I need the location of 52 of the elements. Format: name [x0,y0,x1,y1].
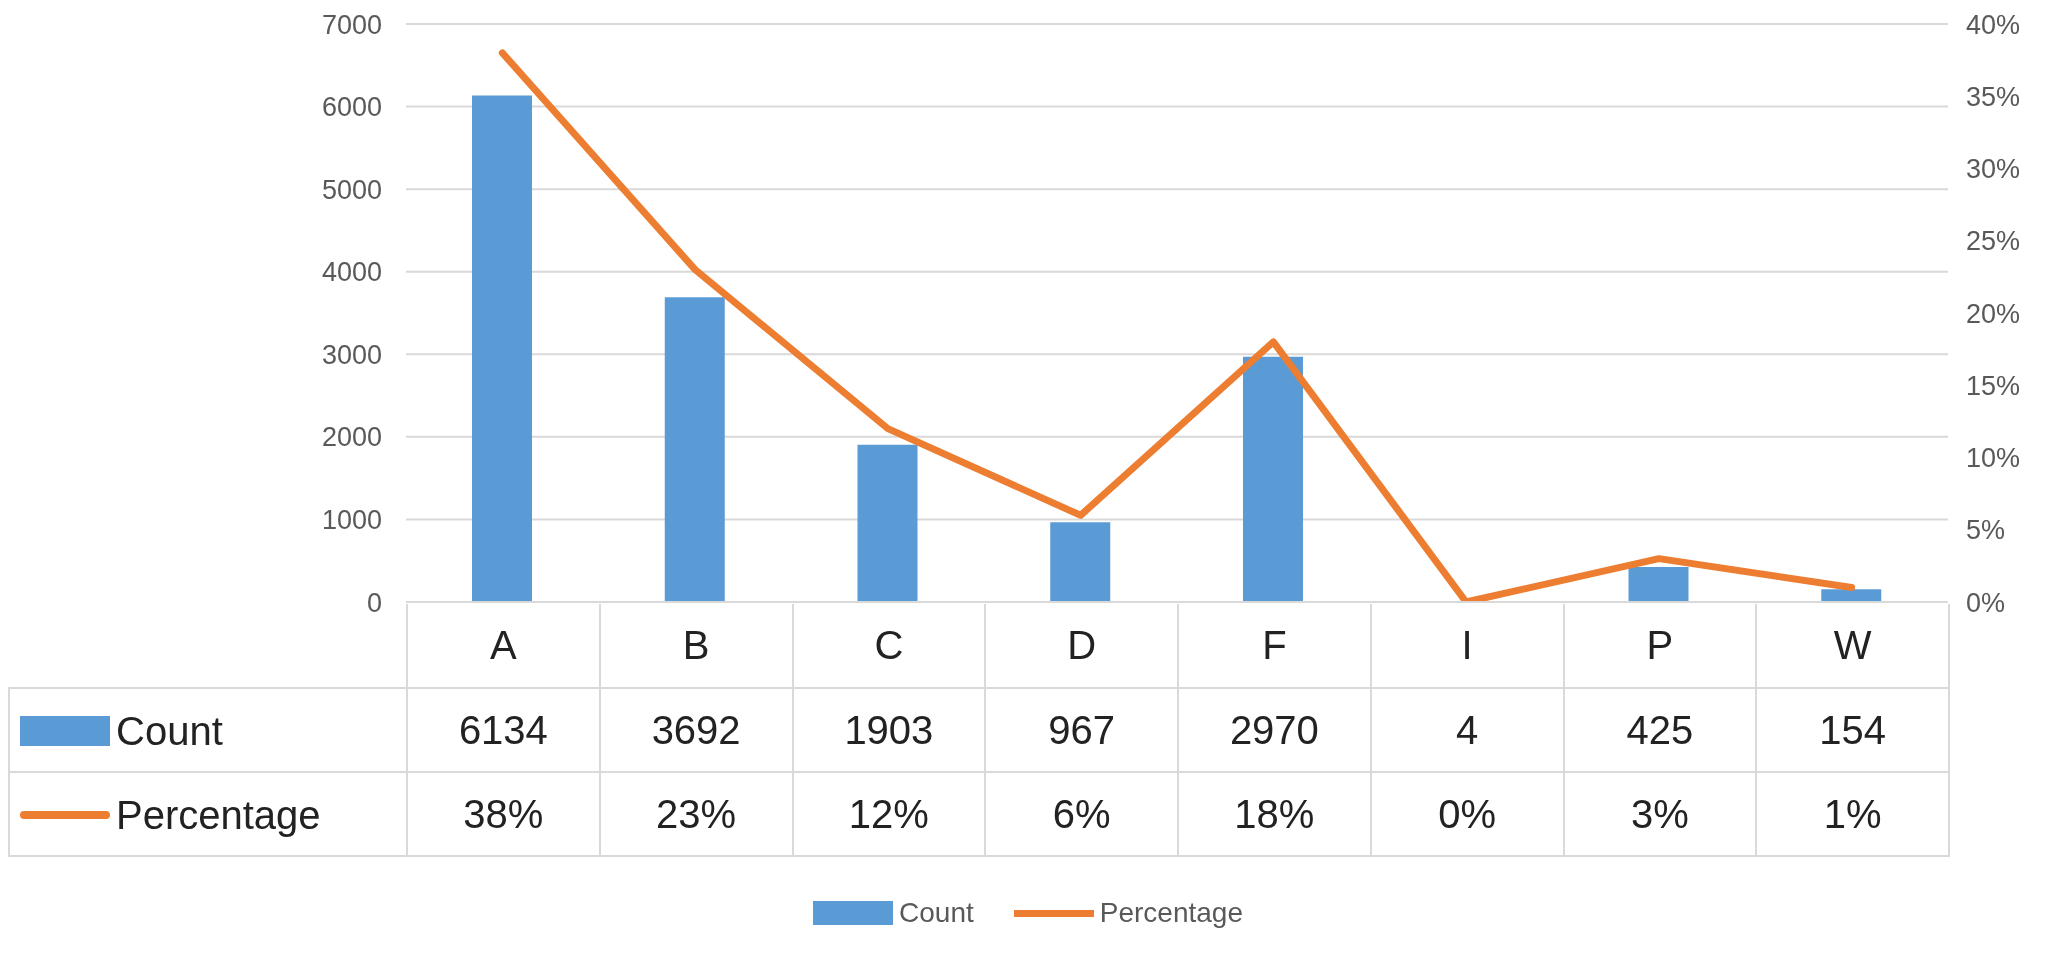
data-label: 18% [1178,772,1371,856]
x-tick-label: W [1756,604,1949,688]
data-label: 425 [1563,688,1757,772]
y-tick-label: 1000 [321,505,382,536]
data-label: 967 [985,688,1178,772]
y-tick-label: 3000 [321,339,382,370]
data-label: 4 [1370,688,1564,772]
data-label: 3% [1563,772,1757,856]
y2-tick-label: 25% [1966,226,2021,257]
y-tick-label: 5000 [321,174,382,205]
data-label: 38% [407,772,600,856]
data-label: 6% [985,772,1178,856]
bar [664,297,725,602]
x-tick-label: C [792,604,986,688]
y2-tick-label: 5% [1966,515,2006,546]
bar [1243,356,1303,602]
x-tick-label: A [407,604,600,688]
y2-tick-label: 35% [1966,81,2021,112]
x-tick-label: D [985,604,1178,688]
x-tick-label: I [1370,604,1564,688]
y2-tick-label: 10% [1966,443,2021,474]
bar [857,444,918,602]
bar [1821,589,1882,602]
data-label: 12% [792,772,986,856]
y2-tick-label: 40% [1966,9,2021,40]
data-label: 6134 [407,688,600,772]
bar [472,95,532,602]
y-tick-label: 4000 [321,257,382,288]
data-label: 23% [599,772,793,856]
y2-tick-label: 0% [1966,587,2006,618]
text: Count [899,897,974,928]
legend-label: Count [116,708,223,753]
x-tick-label: F [1178,604,1371,688]
y-tick-label: 0 [366,587,382,618]
data-label: 0% [1370,772,1564,856]
data-label: 154 [1756,688,1949,772]
data-label: 1% [1756,772,1949,856]
y-tick-label: 2000 [321,422,382,453]
data-label: 3692 [599,688,793,772]
y2-tick-label: 15% [1966,370,2021,401]
x-tick-label: P [1563,604,1757,688]
y-tick-label: 6000 [321,92,382,123]
bar [1628,566,1689,602]
y2-tick-label: 30% [1966,154,2021,185]
text: Percentage [1099,897,1243,928]
data-label: 1903 [792,688,986,772]
y-tick-label: 7000 [321,9,382,40]
data-label: 2970 [1178,688,1371,772]
legend-label: Percentage [116,792,321,837]
y2-tick-label: 20% [1966,298,2021,329]
bar [1050,522,1111,602]
x-tick-label: B [599,604,793,688]
